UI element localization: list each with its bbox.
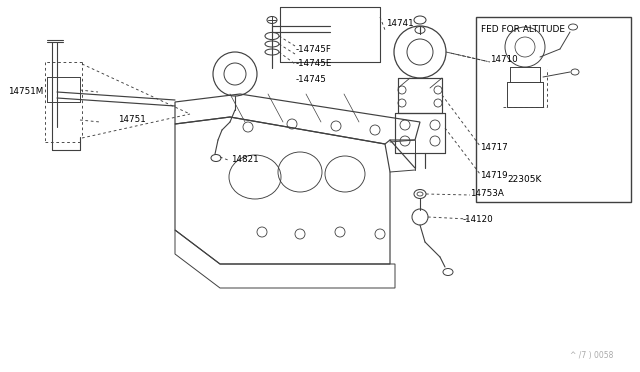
Bar: [476, 17, 631, 202]
Text: -14745E: -14745E: [296, 60, 332, 68]
Text: -14745: -14745: [296, 74, 327, 83]
Text: 22305K: 22305K: [508, 175, 542, 184]
Text: -14745F: -14745F: [296, 45, 332, 54]
Text: 14751: 14751: [118, 115, 146, 124]
Text: 14751M: 14751M: [8, 87, 44, 96]
Text: ^ /7 ) 0058: ^ /7 ) 0058: [570, 351, 613, 360]
Text: 14719: 14719: [480, 171, 508, 180]
Text: -14120: -14120: [463, 215, 493, 224]
Text: FED FOR ALTITUDE: FED FOR ALTITUDE: [481, 25, 565, 34]
Text: 14821: 14821: [231, 154, 259, 164]
Text: 14741: 14741: [386, 19, 413, 29]
Text: 14753A: 14753A: [470, 189, 504, 199]
Text: 14710: 14710: [490, 55, 518, 64]
Text: 14717: 14717: [480, 144, 508, 153]
